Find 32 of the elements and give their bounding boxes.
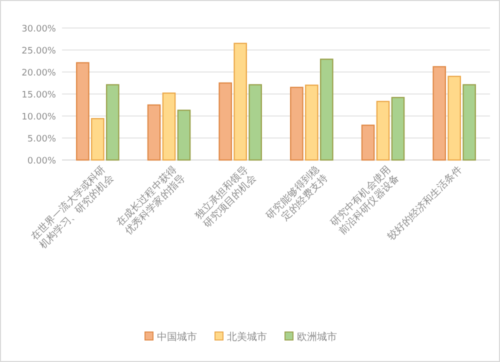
bar <box>361 124 375 161</box>
bar <box>106 84 120 161</box>
bar <box>234 42 247 161</box>
legend-label: 北美城市 <box>227 331 267 343</box>
bar <box>305 84 318 161</box>
y-tick-label: 10.00% <box>22 112 56 122</box>
y-tick-label: 0.00% <box>27 156 56 166</box>
y-tick-label: 25.00% <box>22 46 56 56</box>
y-tick-label: 5.00% <box>27 134 56 144</box>
x-tick-label: 在世界一流大学或科研机构学习、研究的机会 <box>28 164 116 252</box>
x-tick-label: 研究能够得到稳定的经费支持 <box>264 164 330 224</box>
x-tick-label: 在成长过程中获得优秀科学家的指导 <box>114 164 188 238</box>
y-tick-label: 20.00% <box>22 68 56 78</box>
y-tick-label: 15.00% <box>22 90 56 100</box>
legend-label: 中国城市 <box>157 331 197 343</box>
bar <box>320 58 334 161</box>
x-tick-label: 独立承担和领导研究项目的机会 <box>192 164 259 230</box>
bar <box>376 100 390 161</box>
bar <box>248 84 262 161</box>
bar <box>391 96 405 161</box>
bar <box>448 76 461 161</box>
bar <box>147 104 161 161</box>
bar <box>177 110 191 161</box>
bar <box>218 82 232 161</box>
bar <box>432 66 446 161</box>
bar <box>462 84 476 161</box>
y-tick-label: 30.00% <box>22 24 56 34</box>
bar <box>91 118 104 161</box>
bar <box>76 62 90 161</box>
legend-label: 欧洲城市 <box>297 331 337 343</box>
bar <box>162 92 176 161</box>
bar <box>290 86 304 161</box>
